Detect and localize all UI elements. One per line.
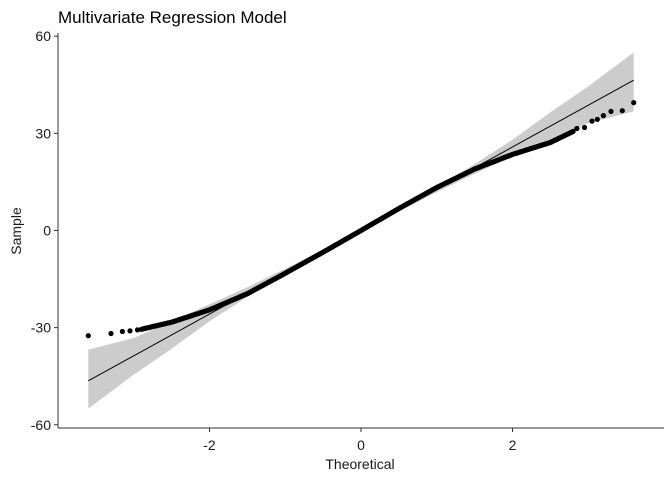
x-axis-title: Theoretical xyxy=(325,456,394,472)
sample-points-layer xyxy=(85,100,637,339)
y-tick-label: 60 xyxy=(35,28,51,44)
sample-point xyxy=(134,327,141,333)
sample-point xyxy=(574,125,580,132)
sample-point xyxy=(589,118,595,124)
sample-point xyxy=(127,328,133,334)
y-tick-label: -30 xyxy=(31,320,51,336)
x-tick-label: -2 xyxy=(203,437,216,453)
sample-point xyxy=(108,330,114,337)
x-tick-label: 0 xyxy=(357,437,365,453)
x-tick-label: 2 xyxy=(509,437,517,453)
y-axis-title: Sample xyxy=(8,207,24,255)
y-tick-label: 0 xyxy=(43,223,51,239)
y-ticks: -60 -30 0 30 60 xyxy=(31,28,58,433)
sample-point xyxy=(619,108,625,114)
sample-point xyxy=(570,128,576,134)
sample-point xyxy=(85,333,91,339)
sample-point xyxy=(594,116,600,122)
sample-point xyxy=(608,108,614,114)
sample-point xyxy=(600,113,607,119)
chart-title: Multivariate Regression Model xyxy=(58,8,287,27)
sample-point xyxy=(631,100,637,106)
sample-point xyxy=(119,328,125,335)
y-tick-label: 30 xyxy=(35,125,51,141)
y-tick-label: -60 xyxy=(31,417,51,433)
x-ticks: -2 0 2 xyxy=(203,428,517,453)
sample-point xyxy=(581,124,588,131)
